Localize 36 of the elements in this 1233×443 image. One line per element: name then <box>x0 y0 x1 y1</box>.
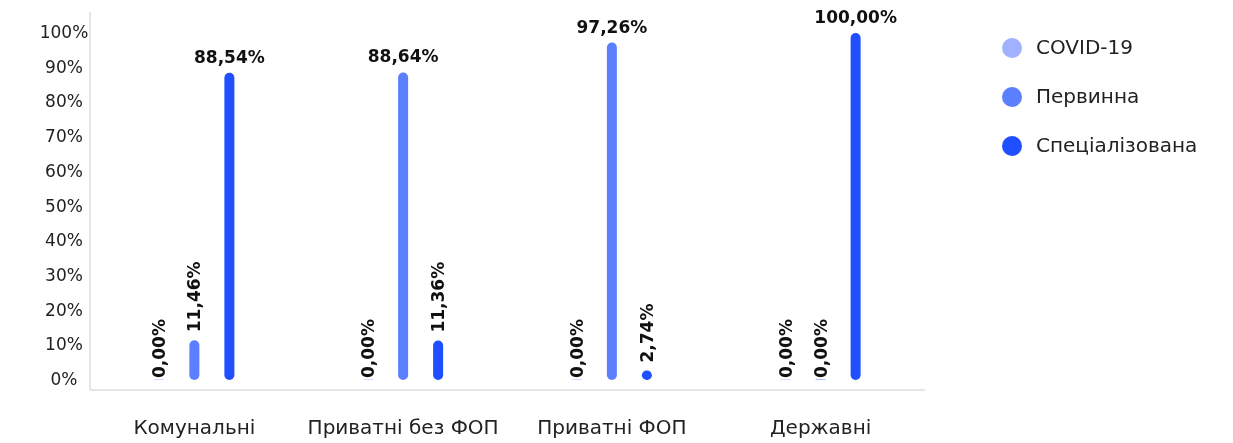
data-label: 88,64% <box>367 46 439 67</box>
y-tick-label: 0% <box>50 369 78 389</box>
legend-label: Первинна <box>1036 83 1140 108</box>
bar <box>398 72 409 380</box>
data-label: 0,00% <box>810 319 831 378</box>
legend-label: Спеціалізована <box>1036 132 1198 157</box>
bar <box>189 340 200 380</box>
legend-label: COVID-19 <box>1036 34 1134 59</box>
x-tick-label: Приватні без ФОП <box>307 415 499 439</box>
bar <box>433 340 444 380</box>
data-label: 88,54% <box>193 46 265 67</box>
x-tick-label: Державні <box>769 415 872 439</box>
y-tick-label: 40% <box>45 230 83 251</box>
data-label: 11,36% <box>428 261 449 333</box>
bar <box>224 72 235 380</box>
data-label: 0,00% <box>149 319 170 378</box>
data-label: 97,26% <box>576 16 648 37</box>
y-tick-label: 60% <box>45 160 83 181</box>
y-tick-label: 20% <box>45 299 83 320</box>
data-label: 0,00% <box>358 319 379 378</box>
y-tick-label: 70% <box>45 126 83 147</box>
x-tick-label: Приватні ФОП <box>537 415 687 439</box>
bar <box>850 33 861 380</box>
bar <box>606 42 617 380</box>
data-label: 2,74% <box>636 303 657 363</box>
y-tick-label: 100% <box>39 22 89 42</box>
y-tick-label: 90% <box>45 56 83 77</box>
data-label: 0,00% <box>775 319 796 378</box>
data-label: 11,46% <box>184 261 205 333</box>
data-label: 100,00% <box>814 7 897 27</box>
data-label: 0,00% <box>566 319 587 378</box>
y-tick-label: 80% <box>45 91 83 112</box>
y-tick-label: 30% <box>45 264 83 285</box>
x-tick-label: Комунальні <box>133 415 256 439</box>
y-tick-label: 10% <box>45 334 83 355</box>
y-tick-label: 50% <box>45 195 83 216</box>
